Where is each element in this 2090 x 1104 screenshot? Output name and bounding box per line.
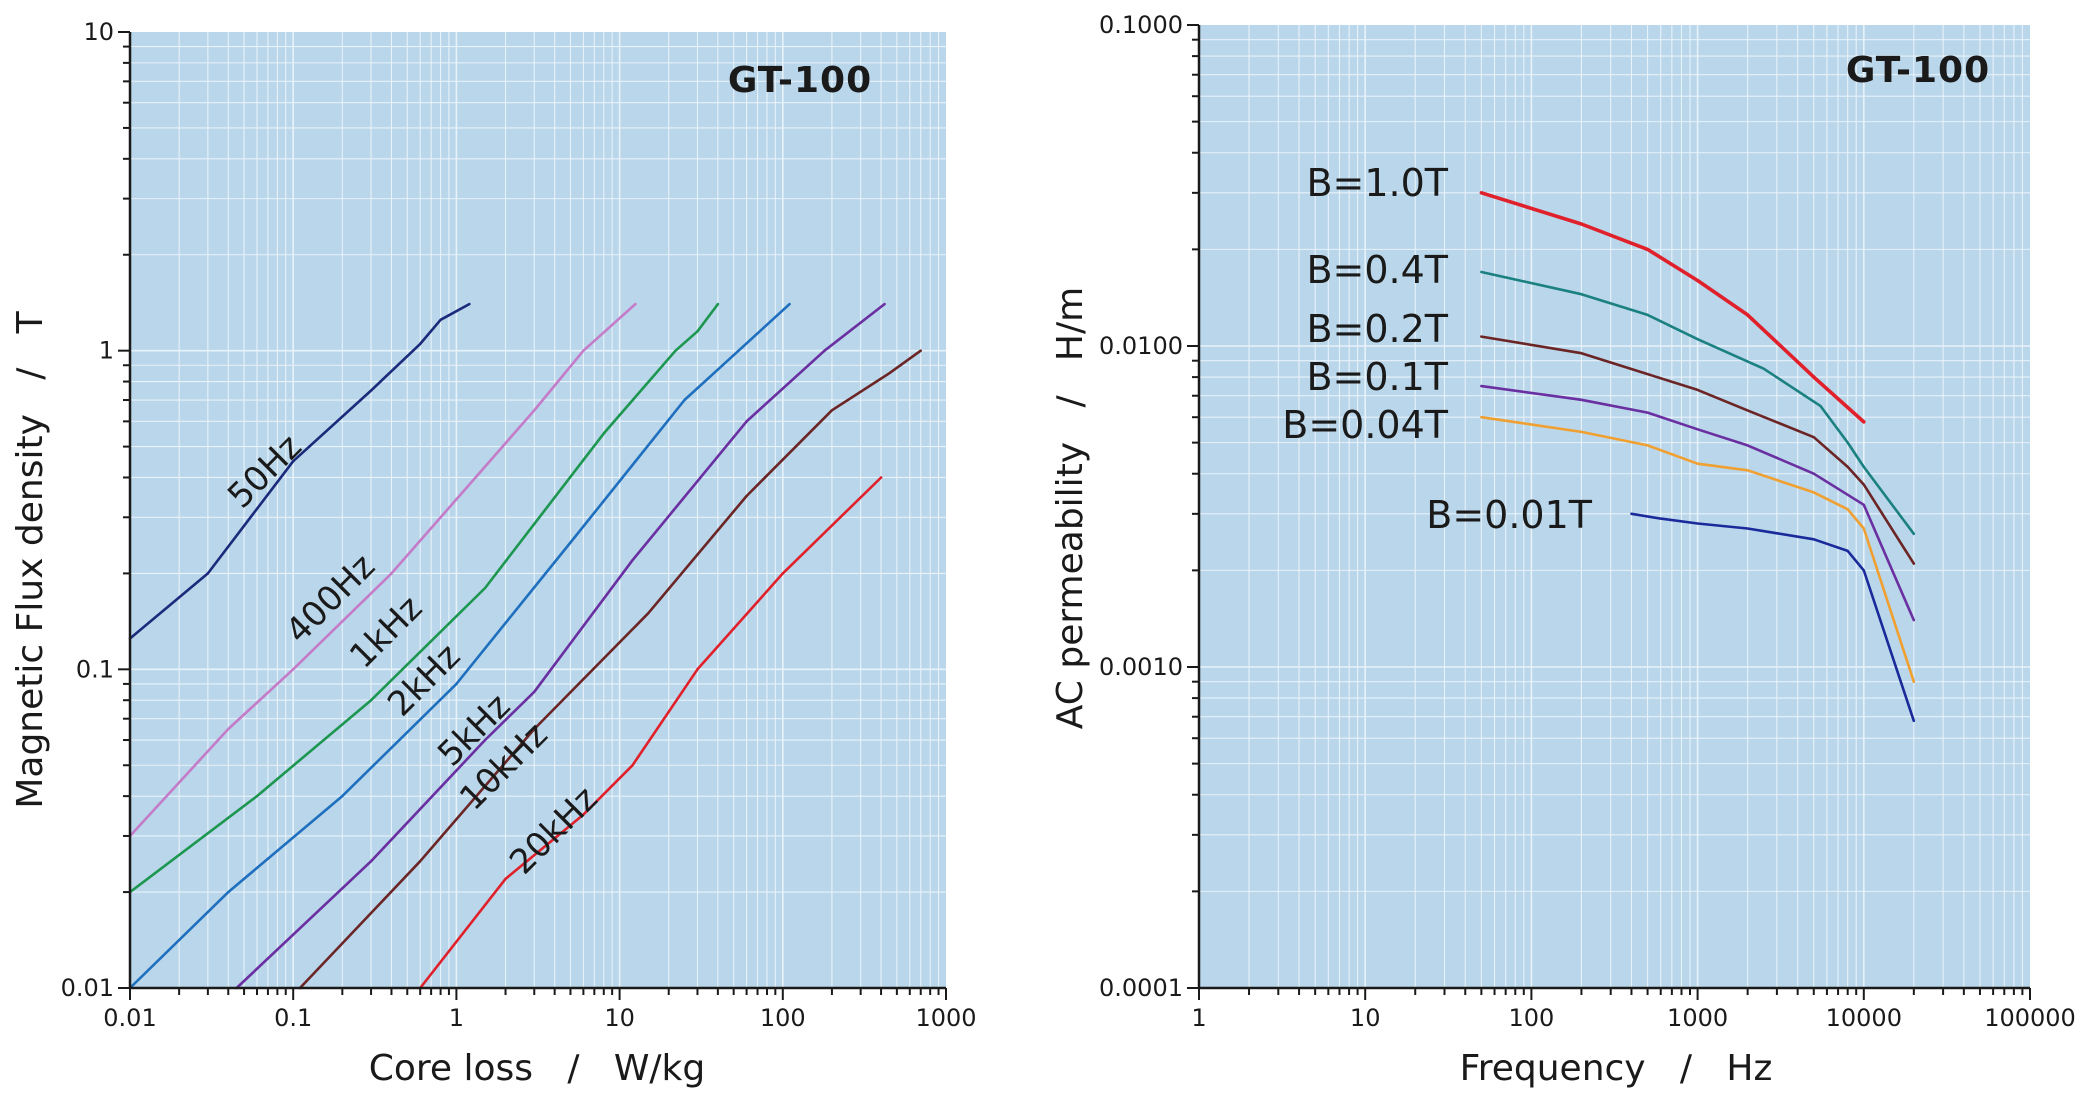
y-tick-label: 0.01 — [61, 974, 114, 1002]
y-tick-label: 0.0010 — [1099, 653, 1183, 681]
x-tick-label: 1000 — [1667, 1004, 1728, 1032]
series-label-b0.1t: B=0.1T — [1306, 355, 1448, 399]
x-tick-label: 1 — [1191, 1004, 1206, 1032]
series-label-b0.4t: B=0.4T — [1306, 248, 1448, 292]
axes — [1187, 24, 2031, 1000]
x-tick-label: 0.01 — [103, 1004, 156, 1032]
series-lines — [128, 302, 923, 990]
series-line-400hz — [128, 302, 637, 838]
series-label-b0.2t: B=0.2T — [1306, 307, 1448, 351]
x-axis-label: Core loss / W/kg — [369, 1048, 706, 1089]
grid — [129, 32, 946, 989]
series-line-b0.1t — [1480, 384, 1916, 622]
x-tick-label: 1 — [449, 1004, 464, 1032]
y-tick-label: 0.1 — [76, 655, 114, 683]
y-tick-label: 0.1000 — [1099, 11, 1183, 39]
x-tick-label: 0.1 — [274, 1004, 312, 1032]
y-axis-label: Magnetic Flux density / T — [10, 310, 51, 808]
y-tick-label: 1 — [99, 337, 114, 365]
series-line-2khz — [128, 302, 791, 990]
series-line-b1.0t — [1479, 191, 1866, 424]
series-lines — [1479, 191, 1916, 723]
series-line-10khz — [298, 349, 923, 990]
y-tick-label: 0.0100 — [1099, 332, 1183, 360]
series-label-b0.04t: B=0.04T — [1282, 403, 1449, 447]
series-label-b0.01t: B=0.01T — [1426, 493, 1593, 537]
series-line-5khz — [235, 302, 886, 990]
core-loss-chart: 0.01 0.1 1 10 100 1000 0.01 0.1 1 10 GT-100 Core … — [10, 18, 977, 1089]
x-tick-label: 10 — [1350, 1004, 1381, 1032]
x-tick-label: 100 — [760, 1004, 806, 1032]
plot-area — [1199, 25, 2030, 988]
plot-area — [130, 32, 946, 988]
series-line-b0.4t — [1480, 270, 1916, 536]
tick-labels: 0.01 0.1 1 10 100 1000 0.01 0.1 1 10 — [61, 18, 977, 1032]
x-tick-label: 100000 — [1984, 1004, 2076, 1032]
series-line-b0.01t — [1630, 512, 1916, 723]
axes — [118, 31, 947, 1000]
x-tick-label: 10000 — [1826, 1004, 1902, 1032]
x-tick-label: 10 — [604, 1004, 635, 1032]
series-line-50hz — [128, 302, 471, 640]
chart-title: GT-100 — [728, 60, 872, 101]
series-line-20khz — [418, 476, 883, 990]
series-label-b1.0t: B=1.0T — [1306, 161, 1448, 205]
permeability-chart: 1 10 100 1000 10000 100000 0.0001 0.0010 0.0100 0… — [1050, 11, 2076, 1089]
x-tick-label: 100 — [1508, 1004, 1554, 1032]
chart-title: GT-100 — [1846, 50, 1990, 91]
series-line-1khz — [128, 302, 720, 894]
x-axis-label: Frequency / Hz — [1460, 1048, 1773, 1089]
series-line-b0.2t — [1480, 335, 1916, 565]
y-axis-label: AC permeability / H/m — [1050, 287, 1091, 729]
y-tick-label: 0.0001 — [1099, 974, 1183, 1002]
tick-labels: 1 10 100 1000 10000 100000 0.0001 0.0010 0.0100 0… — [1099, 11, 2076, 1032]
y-tick-label: 10 — [83, 18, 114, 46]
x-tick-label: 1000 — [915, 1004, 976, 1032]
series-line-b0.04t — [1480, 415, 1916, 684]
